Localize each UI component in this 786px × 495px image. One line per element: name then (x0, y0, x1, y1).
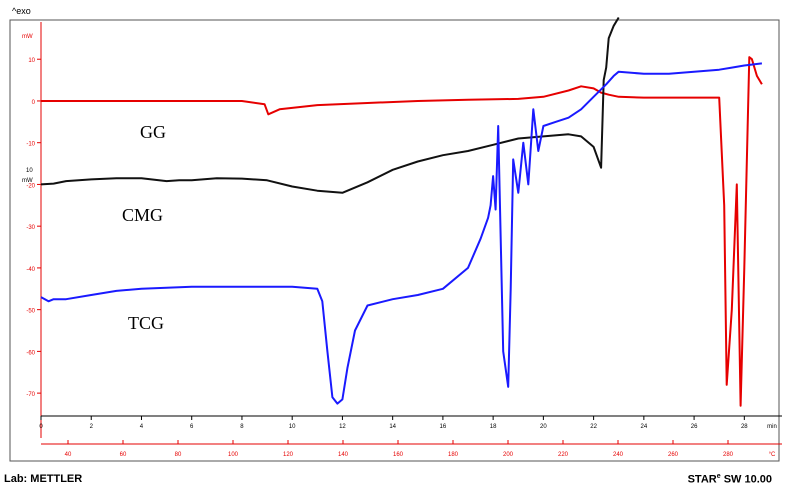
y-tick-label: -10 (26, 142, 35, 148)
x-temp-tick-label: 60 (120, 452, 127, 458)
y-tick-label: 10 (28, 58, 35, 64)
x-temp-tick-label: 100 (228, 452, 239, 458)
y-tick-label: -20 (26, 183, 35, 189)
x-time-tick-label: 8 (240, 424, 244, 430)
series-cmg-line (40, 16, 620, 194)
exo-label: ^exo (12, 6, 31, 16)
x-temp-tick-label: 160 (393, 452, 404, 458)
software-mark: e (716, 473, 721, 480)
x-time-tick-label: 24 (641, 424, 648, 430)
x-time-tick-label: 6 (190, 424, 194, 430)
software-version: SW 10.00 (723, 473, 772, 486)
x-time-tick-label: 10 (289, 424, 296, 430)
series-gg-line (41, 56, 763, 407)
y-tick-label: -60 (26, 350, 35, 356)
x-temp-tick-label: 140 (338, 452, 349, 458)
x-time-tick-label: 2 (90, 424, 94, 430)
inner-y-unit-label: mW (22, 178, 33, 184)
x-time-tick-label: 18 (490, 424, 497, 430)
x-temp-tick-label: 80 (175, 452, 182, 458)
x-temp-tick-label: 280 (723, 452, 734, 458)
y-tick-label: -70 (26, 392, 35, 398)
lab-label: Lab: METTLER (4, 473, 83, 485)
y-tick-label: -40 (26, 267, 35, 273)
software-brand: STAR (687, 473, 717, 486)
x-temp-tick-label: 120 (283, 452, 294, 458)
y-tick-label: -30 (26, 225, 35, 231)
x-temp-tick-label: 240 (613, 452, 624, 458)
x-temp-unit-label: °C (769, 452, 776, 458)
series-tcg-line (40, 62, 763, 405)
x-temp-tick-label: 40 (65, 452, 72, 458)
x-temp-tick-label: 260 (668, 452, 679, 458)
x-time-tick-label: 26 (691, 424, 698, 430)
x-time-tick-label: 0 (39, 424, 43, 430)
x-time-tick-label: 16 (440, 424, 447, 430)
x-temp-tick-label: 220 (558, 452, 569, 458)
x-time-tick-label: 14 (389, 424, 396, 430)
inner-y-tick-label: 10 (26, 168, 33, 174)
x-time-tick-label: 22 (590, 424, 597, 430)
y-tick-label: -50 (26, 309, 35, 315)
annotation-cmg: CMG (122, 205, 163, 225)
x-time-unit-label: min (767, 424, 777, 430)
x-time-tick-label: 12 (339, 424, 346, 430)
y-unit-label: mW (22, 34, 33, 40)
software-label: STARe SW 10.00 (688, 473, 772, 486)
chart-outer-frame (9, 19, 780, 462)
x-time-tick-label: 4 (140, 424, 144, 430)
annotation-tcg: TCG (128, 313, 164, 333)
x-time-tick-label: 28 (741, 424, 748, 430)
y-tick-label: 0 (32, 100, 36, 106)
x-temp-tick-label: 200 (503, 452, 514, 458)
x-time-tick-label: 20 (540, 424, 547, 430)
annotation-gg: GG (140, 122, 166, 142)
x-temp-tick-label: 180 (448, 452, 459, 458)
